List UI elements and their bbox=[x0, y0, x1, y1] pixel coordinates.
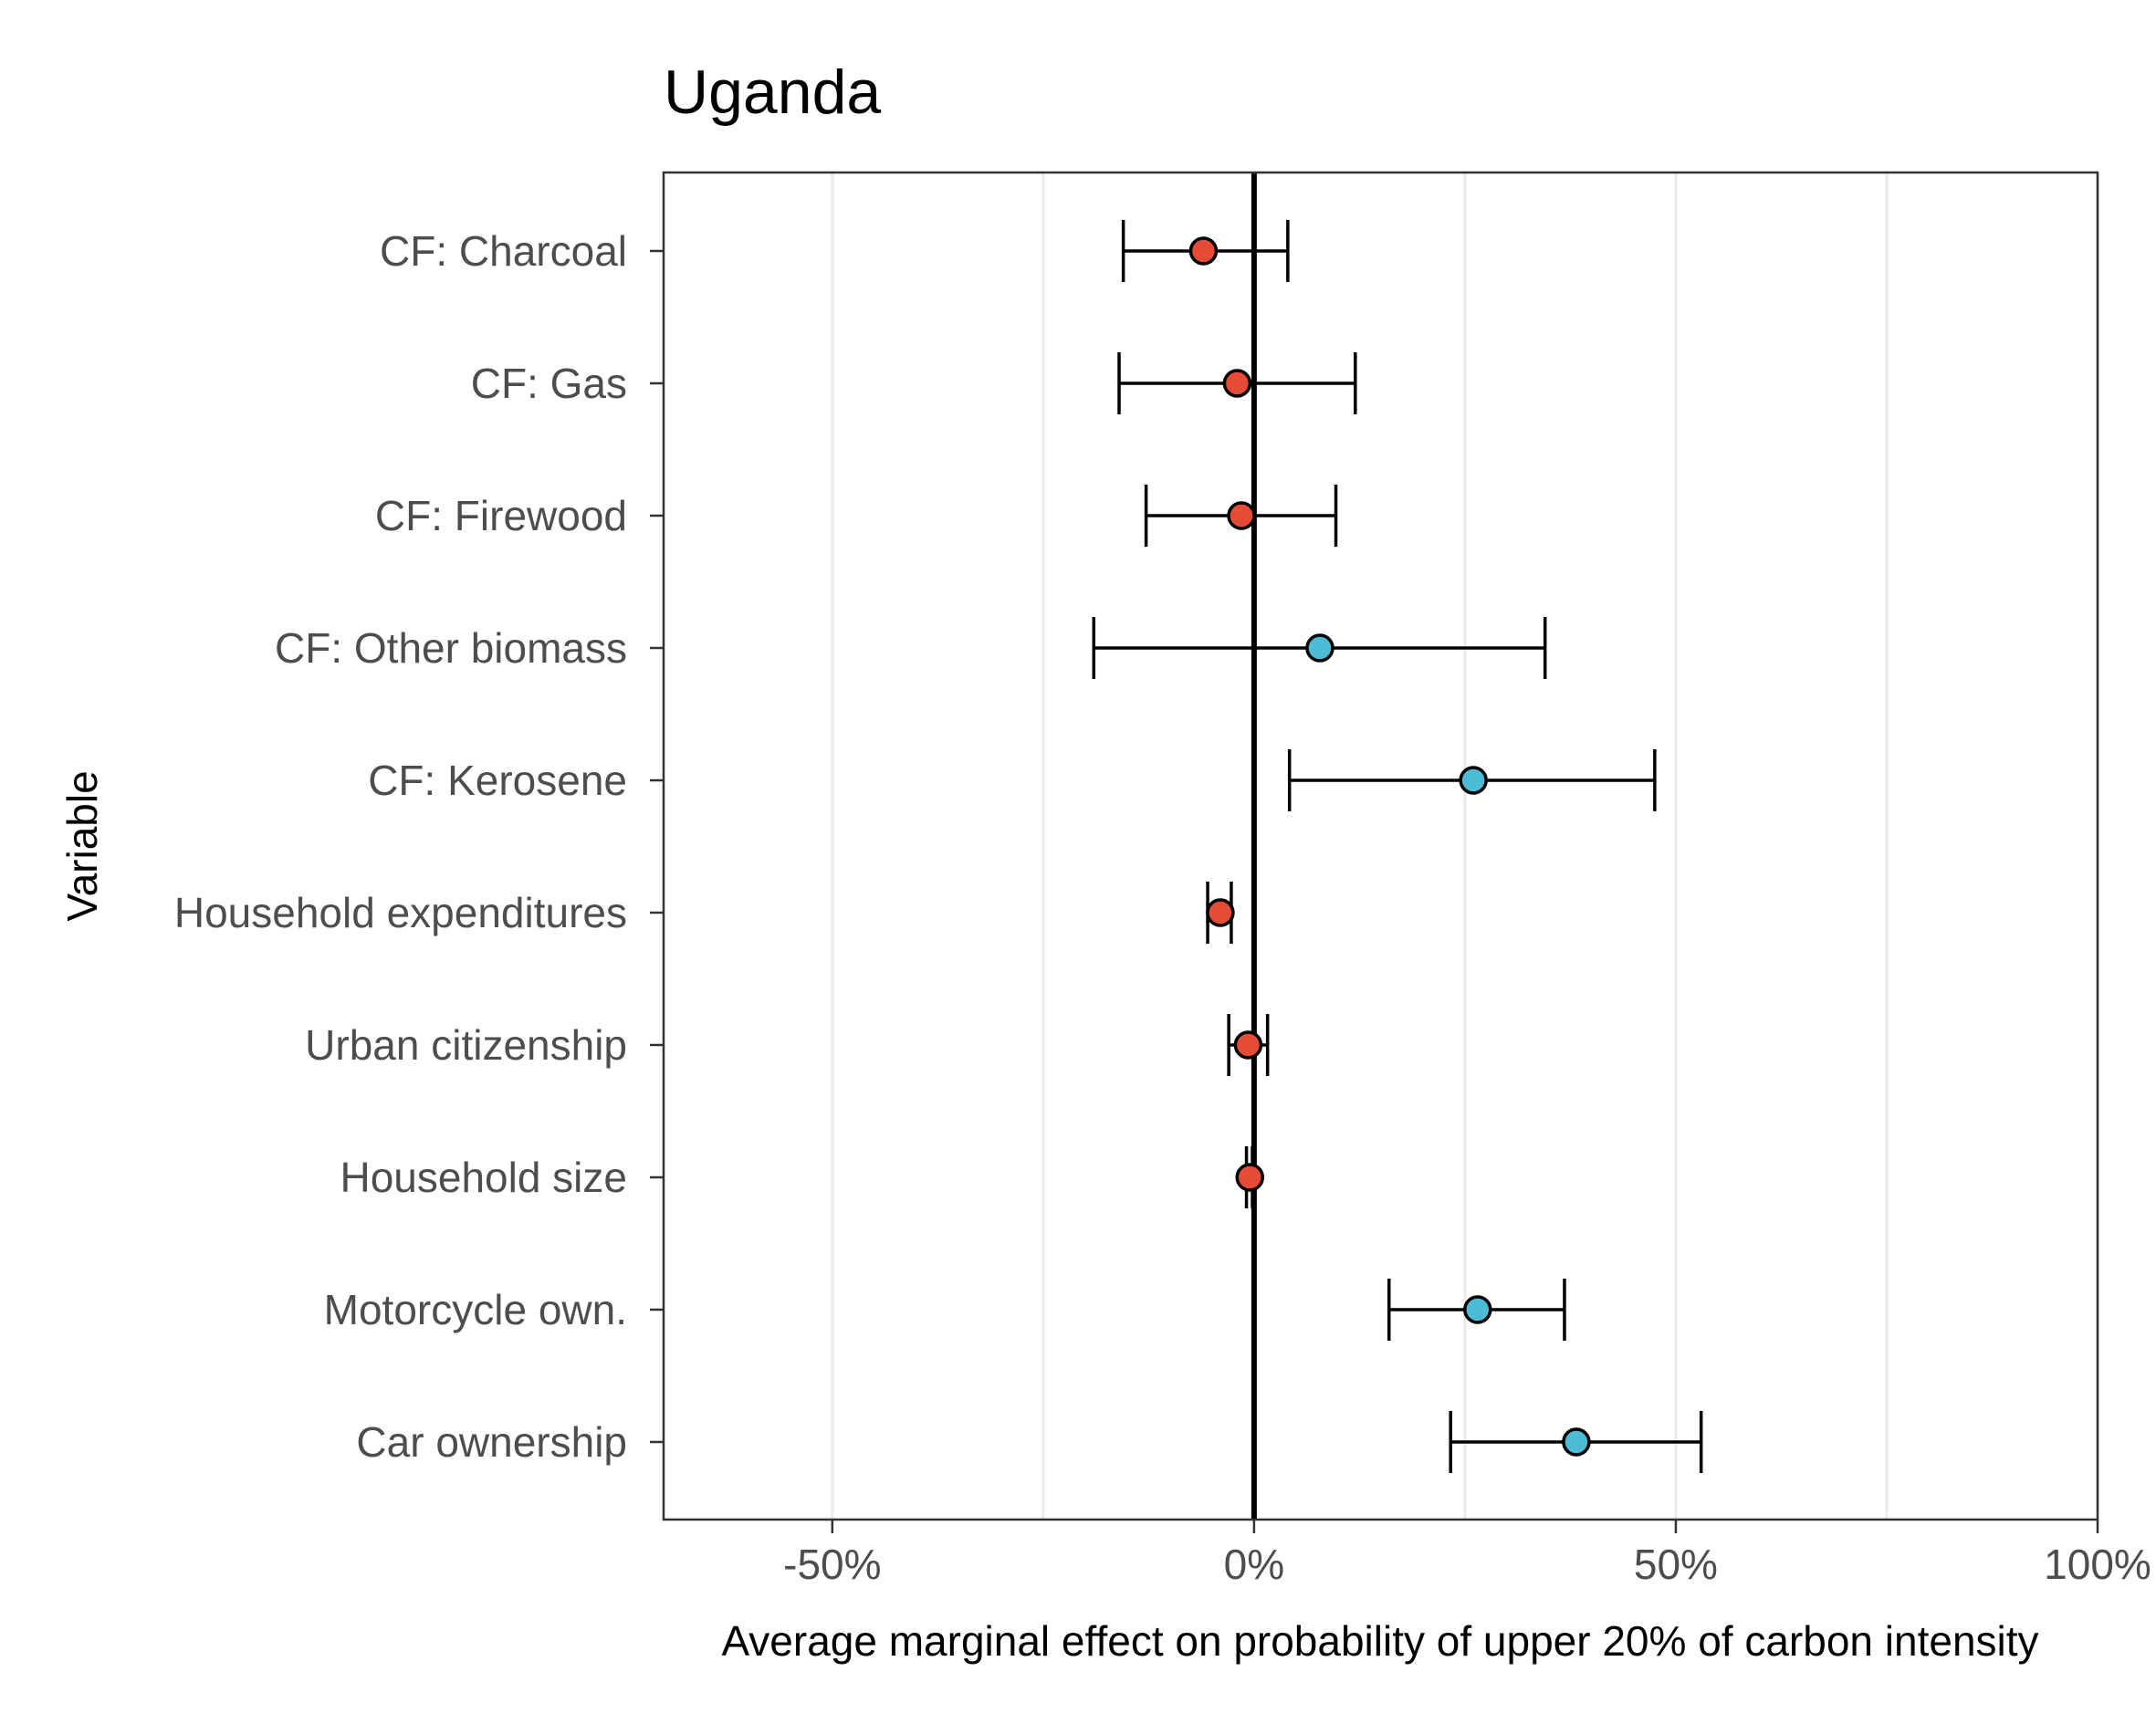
chart-title: Uganda bbox=[664, 57, 881, 127]
y-tick-label: CF: Other biomass bbox=[275, 624, 627, 672]
y-tick-label: Motorcycle own. bbox=[324, 1286, 627, 1333]
y-tick-label: CF: Gas bbox=[471, 360, 627, 407]
point-estimates bbox=[1188, 236, 1591, 1457]
gridlines bbox=[831, 172, 2099, 1520]
y-axis-title: Variable bbox=[58, 770, 106, 921]
y-tick-label: CF: Kerosene bbox=[368, 757, 627, 804]
y-axis-ticks: CF: Charcoal CF: Gas CF: Firewood CF: Other… bbox=[174, 227, 664, 1466]
y-tick-label: Household size bbox=[340, 1154, 627, 1201]
y-tick-label: Car ownership bbox=[356, 1418, 627, 1466]
x-tick-label: 50% bbox=[1634, 1541, 1718, 1588]
y-tick-label: Urban citizenship bbox=[305, 1021, 627, 1069]
point-estimate bbox=[1459, 766, 1488, 795]
point-estimate bbox=[1188, 236, 1219, 266]
y-tick-label: CF: Firewood bbox=[375, 492, 627, 539]
point-estimate bbox=[1305, 633, 1334, 663]
x-tick-label: 100% bbox=[2044, 1541, 2151, 1588]
x-axis-ticks: -50% 0% 50% 100% bbox=[783, 1520, 2151, 1588]
x-tick-label: -50% bbox=[783, 1541, 881, 1588]
point-estimate bbox=[1233, 1030, 1263, 1060]
x-axis-title: Average marginal effect on probability o… bbox=[721, 1617, 2038, 1665]
point-estimate bbox=[1206, 898, 1235, 927]
point-estimate bbox=[1235, 1163, 1265, 1192]
y-tick-label: Household expenditures bbox=[174, 889, 627, 936]
point-estimate bbox=[1463, 1295, 1492, 1324]
y-tick-label: CF: Charcoal bbox=[380, 227, 627, 275]
x-tick-label: 0% bbox=[1224, 1541, 1284, 1588]
point-estimate bbox=[1222, 369, 1252, 398]
point-estimate bbox=[1227, 501, 1256, 530]
plot-panel-border bbox=[662, 171, 2099, 1521]
error-bars bbox=[1092, 220, 1703, 1473]
point-estimate bbox=[1562, 1427, 1591, 1457]
